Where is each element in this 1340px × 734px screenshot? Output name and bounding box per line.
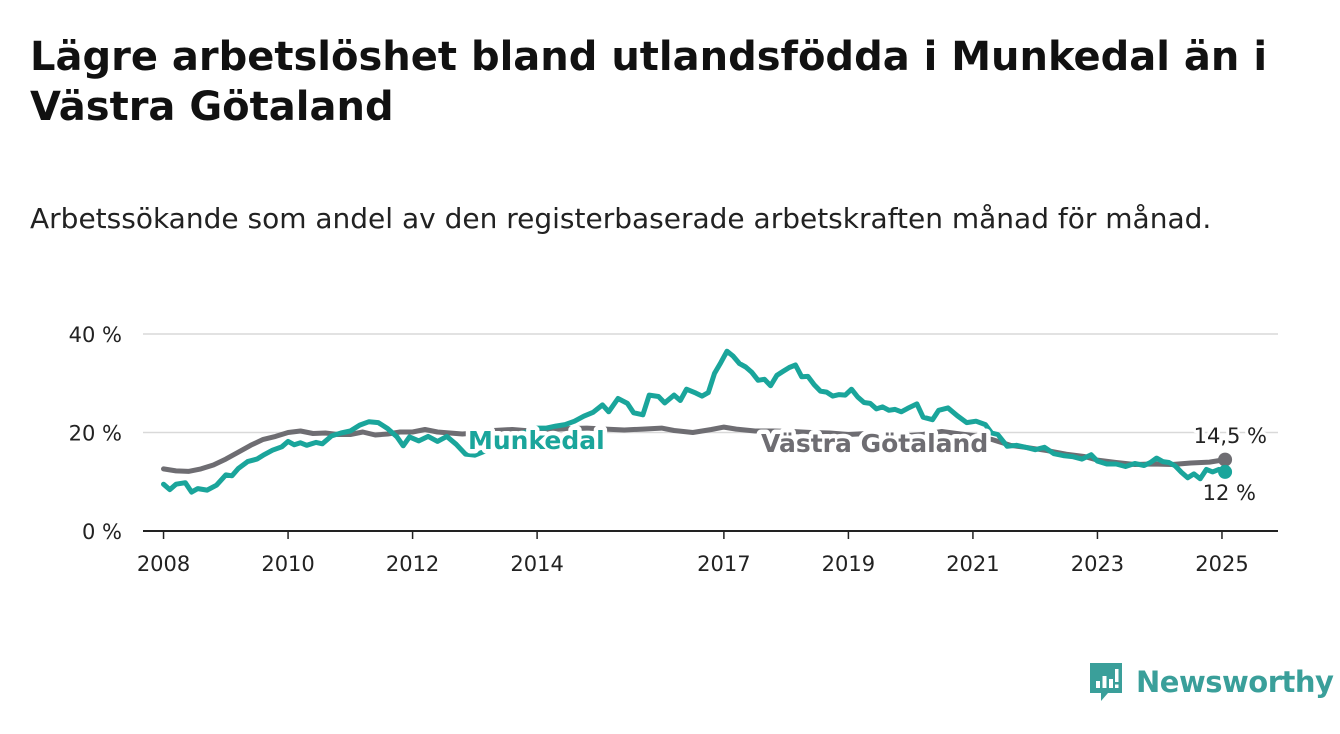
y-tick-label: 0 %	[82, 520, 122, 544]
series-labels: Munkedal Västra Götaland 14,5 % 12 %	[464, 421, 1271, 508]
y-tick-label: 40 %	[69, 323, 122, 347]
x-tick-label: 2008	[137, 552, 190, 576]
chart-subtitle: Arbetssökande som andel av den registerb…	[30, 202, 1212, 235]
end-point-munkedal	[1218, 464, 1233, 479]
x-axis: 2008 2010 2012 2014 2017 2019 2021 2023 2025	[137, 530, 1278, 576]
x-tick-label: 2014	[510, 552, 563, 576]
gridlines: 0 % 20 % 40 %	[69, 323, 1278, 544]
x-tick-label: 2012	[386, 552, 439, 576]
series-label-vastra-gotaland: Västra Götaland	[761, 429, 988, 458]
series-lines	[161, 348, 1228, 495]
y-tick-label: 20 %	[69, 422, 122, 446]
series-line-munkedal	[161, 348, 1228, 495]
x-tick-label: 2010	[261, 552, 314, 576]
brand-name: Newsworthy	[1136, 665, 1334, 699]
chart-title: Lägre arbetslöshet bland utlandsfödda i …	[30, 34, 1268, 130]
end-point-vastra-gotaland	[1218, 452, 1233, 467]
x-tick-label: 2021	[946, 552, 999, 576]
x-tick-label: 2025	[1195, 552, 1248, 576]
newsworthy-logo-icon	[1090, 663, 1122, 701]
series-label-munkedal: Munkedal	[468, 426, 605, 455]
end-label-munkedal: 12 %	[1203, 481, 1256, 505]
newsworthy-brand[interactable]: Newsworthy	[1088, 660, 1334, 704]
series-line-vstra-gtaland	[161, 424, 1228, 474]
x-tick-label: 2019	[822, 552, 875, 576]
end-label-vastra-gotaland: 14,5 %	[1194, 424, 1267, 448]
x-tick-label: 2017	[697, 552, 750, 576]
x-tick-label: 2023	[1071, 552, 1124, 576]
